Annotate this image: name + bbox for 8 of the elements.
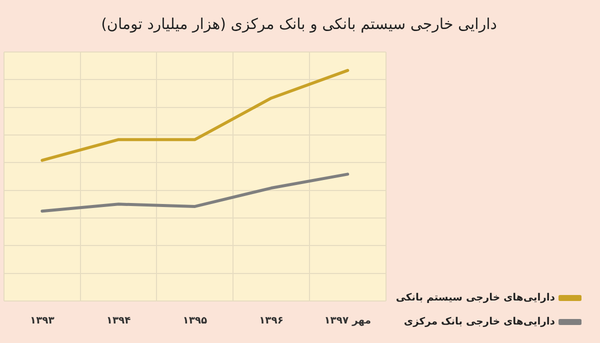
x-tick-label: ۱۳۹۵ [182,316,208,327]
chart-title: دارایی خارجی سیستم بانکی و بانک مرکزی (هزار میلیارد تومان) [101,14,497,33]
x-tick-label: مهر ۱۳۹۷ [324,316,372,327]
legend-label: دارایی‌های خارجی بانک مرکزی [404,316,555,328]
x-tick-label: ۱۳۹۶ [259,316,284,327]
legend-label: دارایی‌های خارجی سیستم بانکی [396,292,555,304]
x-tick-label: ۱۳۹۴ [106,316,131,327]
x-tick-label: ۱۳۹۳ [30,316,54,327]
